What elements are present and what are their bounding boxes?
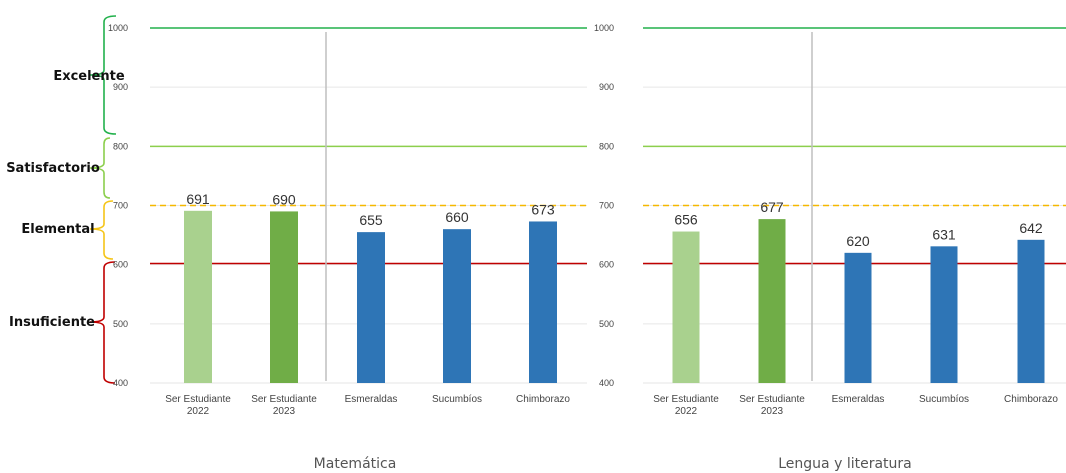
bar-sucumbios (930, 246, 958, 383)
category-label-line: Chimborazo (516, 394, 570, 405)
value-label: 656 (674, 212, 698, 228)
category-label: Ser Estudiante 2023 (251, 394, 317, 417)
y-tick-label: 400 (599, 378, 614, 388)
category-label: Chimborazo (516, 394, 570, 405)
y-tick-label: 400 (113, 378, 128, 388)
level-label-insuficiente: Insuficiente (9, 315, 95, 330)
level-label-excelente: Excelente (53, 69, 125, 84)
category-label-line: 2023 (273, 406, 296, 417)
level-label-elemental: Elemental (21, 222, 94, 237)
value-label: 642 (1019, 220, 1043, 236)
bar-ser-estudiante-2022 (672, 231, 700, 383)
brace-satisfactorio (89, 137, 111, 199)
category-label: Sucumbíos (432, 394, 482, 405)
y-tick-label: 900 (599, 82, 614, 92)
y-tick-label: 500 (599, 319, 614, 329)
category-label-line: 2022 (675, 406, 698, 417)
category-label-line: Ser Estudiante (165, 394, 231, 405)
category-label-line: 2022 (187, 406, 210, 417)
chart-title: Matemática (314, 456, 397, 472)
category-label: Ser Estudiante 2022 (653, 394, 719, 417)
bar-ser-estudiante-2023 (758, 219, 786, 383)
y-tick-label: 500 (113, 319, 128, 329)
y-tick-label: 800 (113, 141, 128, 151)
y-tick-label: 700 (113, 201, 128, 211)
category-label-line: Ser Estudiante (653, 394, 719, 405)
category-label-line: Sucumbíos (432, 394, 482, 405)
category-label-line: 2023 (761, 406, 784, 417)
performance-levels-legend: Excelente Satisfactorio Elemental Insuficie… (6, 15, 125, 384)
category-label-line: Sucumbíos (919, 394, 969, 405)
value-label: 691 (186, 191, 210, 207)
value-label: 620 (846, 233, 870, 249)
bar-ser-estudiante-2022 (184, 210, 212, 383)
category-label: Esmeraldas (832, 394, 885, 405)
category-label: Chimborazo (1004, 394, 1058, 405)
category-label: Ser Estudiante 2022 (165, 394, 231, 417)
y-tick-label: 600 (599, 260, 614, 270)
bar-chimborazo (529, 221, 557, 383)
category-label-line: Chimborazo (1004, 394, 1058, 405)
bar-esmeraldas (357, 232, 385, 383)
y-tick-label: 600 (113, 260, 128, 270)
y-tick-label: 1000 (108, 23, 128, 33)
value-label: 660 (445, 209, 469, 225)
category-label-line: Ser Estudiante (251, 394, 317, 405)
value-label: 690 (272, 191, 296, 207)
category-label-line: Esmeraldas (345, 394, 398, 405)
bar-chimborazo (1017, 239, 1045, 383)
y-tick-label: 700 (599, 201, 614, 211)
category-label: Ser Estudiante 2023 (739, 394, 805, 417)
bar-ser-estudiante-2023 (270, 211, 298, 383)
category-label: Sucumbíos (919, 394, 969, 405)
chart-title: Lengua y literatura (778, 456, 911, 472)
brace-elemental (89, 200, 114, 260)
category-label-line: Ser Estudiante (739, 394, 805, 405)
y-tick-label: 800 (599, 141, 614, 151)
category-label: Esmeraldas (345, 394, 398, 405)
value-label: 655 (359, 212, 383, 228)
brace-excelente (89, 15, 117, 135)
value-label: 677 (760, 199, 784, 215)
y-tick-label: 1000 (594, 23, 614, 33)
brace-insuficiente (89, 261, 116, 384)
value-label: 631 (932, 226, 956, 242)
bar-sucumbios (443, 229, 471, 383)
category-label-line: Esmeraldas (832, 394, 885, 405)
level-label-satisfactorio: Satisfactorio (6, 161, 100, 176)
bar-esmeraldas (844, 252, 872, 383)
y-tick-label: 900 (113, 82, 128, 92)
value-label: 673 (531, 201, 555, 217)
